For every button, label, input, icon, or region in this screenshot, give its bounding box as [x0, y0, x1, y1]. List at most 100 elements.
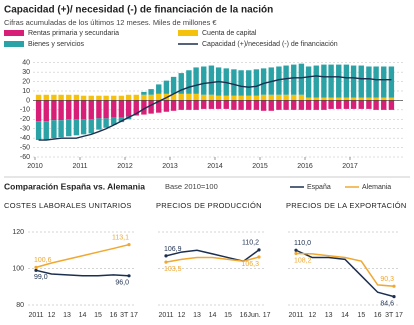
bar-segment — [253, 69, 260, 96]
bar-segment — [118, 95, 125, 101]
end-marker — [257, 255, 261, 259]
value-label: 106,9 — [164, 246, 182, 253]
bar-segment — [141, 94, 147, 101]
x-tick-label: 12 — [308, 312, 316, 319]
bar-segment — [35, 100, 42, 122]
bar-segment — [276, 94, 282, 101]
bar-segment — [358, 100, 364, 109]
bar-segment — [133, 100, 139, 116]
bar-segment — [80, 95, 87, 101]
bar-segment — [111, 100, 117, 118]
bar-segment — [73, 119, 80, 136]
end-marker — [392, 295, 396, 299]
x-tick-label: 16 — [374, 312, 382, 319]
value-label: 106,3 — [241, 261, 259, 268]
bar-segment — [283, 100, 289, 110]
bar-segment — [231, 95, 237, 101]
bar-segment — [350, 100, 357, 109]
legend-label: Cuenta de capital — [202, 30, 257, 37]
bar-segment — [163, 80, 170, 94]
bar-segment — [238, 100, 244, 110]
bar-segment — [358, 65, 364, 98]
end-marker — [294, 251, 298, 256]
bar-segment — [246, 70, 252, 96]
bar-segment — [321, 100, 327, 110]
x-tick-label: 2011 — [158, 312, 173, 319]
bar-segment — [201, 94, 207, 101]
x-tick-label: 2011 — [288, 312, 303, 319]
bar-segment — [170, 76, 177, 94]
x-tick-label: 14 — [341, 312, 349, 319]
bar-segment — [366, 66, 372, 98]
section-note: Base 2010=100 — [165, 182, 218, 191]
legend-label: Rentas primaria y secundaria — [28, 30, 119, 37]
bar-segment — [350, 97, 357, 101]
line-series — [35, 243, 130, 269]
x-tick-label: 2012 — [117, 163, 133, 170]
bar-segment — [148, 94, 154, 101]
bar-segment — [373, 66, 379, 98]
legend-label: Alemania — [362, 184, 391, 191]
y-tick-label: 120 — [12, 229, 24, 236]
bar-segment — [58, 94, 64, 101]
bar-segment — [111, 95, 117, 101]
bar-segment — [246, 95, 252, 101]
y-tick-label: 0 — [26, 97, 30, 104]
bar-segment — [178, 93, 184, 101]
bar-segment — [366, 97, 372, 101]
bar-segment — [118, 117, 125, 123]
x-tick-label: 14 — [209, 312, 217, 319]
bar-segment — [268, 100, 274, 111]
bar-segment — [313, 100, 319, 110]
bar-segment — [201, 66, 207, 95]
bar-segment — [366, 100, 372, 109]
bar-segment — [215, 100, 222, 109]
y-tick-label: 40 — [22, 60, 30, 67]
legend-swatch — [178, 30, 198, 36]
small-chart-title: PRECIOS DE LA EXPORTACIÓN — [286, 201, 407, 210]
x-tick-label: 2011 — [28, 312, 43, 319]
bar-segment — [328, 64, 334, 98]
bar-segment — [260, 100, 267, 111]
bar-segment — [276, 100, 282, 110]
x-tick-label: 15 — [224, 312, 232, 319]
y-tick-label: -40 — [20, 135, 30, 142]
bar-segment — [291, 64, 297, 95]
bar-segment — [141, 91, 147, 95]
end-marker — [127, 242, 131, 247]
y-tick-label: 10 — [22, 88, 30, 95]
bar-segment — [186, 70, 192, 94]
y-tick-label: -60 — [20, 154, 30, 161]
bar-segment — [111, 117, 117, 125]
value-label: 84,6 — [380, 300, 394, 307]
end-marker — [127, 274, 131, 278]
bar-segment — [208, 65, 215, 95]
bar-segment — [96, 100, 102, 119]
bar-segment — [66, 100, 72, 120]
bar-segment — [321, 64, 327, 98]
bar-segment — [336, 100, 342, 109]
value-label: 99,0 — [34, 274, 48, 281]
value-label: 90,3 — [380, 276, 394, 283]
x-tick-label: 2015 — [252, 163, 268, 170]
x-tick-label: 15 — [357, 312, 365, 319]
bar-segment — [321, 97, 327, 101]
bar-segment — [96, 118, 102, 130]
bar-segment — [125, 100, 132, 117]
bar-segment — [170, 93, 177, 101]
x-tick-label: 15 — [94, 312, 102, 319]
bar-segment — [35, 94, 42, 101]
value-label: 100,6 — [34, 257, 52, 264]
x-tick-label: 16 — [110, 312, 118, 319]
bar-segment — [88, 100, 94, 120]
bar-segment — [238, 95, 244, 101]
bar-segment — [148, 89, 154, 95]
bar-segment — [276, 66, 282, 95]
y-tick-label: -30 — [20, 126, 30, 133]
bar-segment — [268, 94, 274, 101]
bar-segment — [336, 97, 342, 101]
legend-swatch — [4, 41, 24, 47]
bar-segment — [336, 64, 342, 98]
value-label: 113,1 — [112, 234, 129, 241]
